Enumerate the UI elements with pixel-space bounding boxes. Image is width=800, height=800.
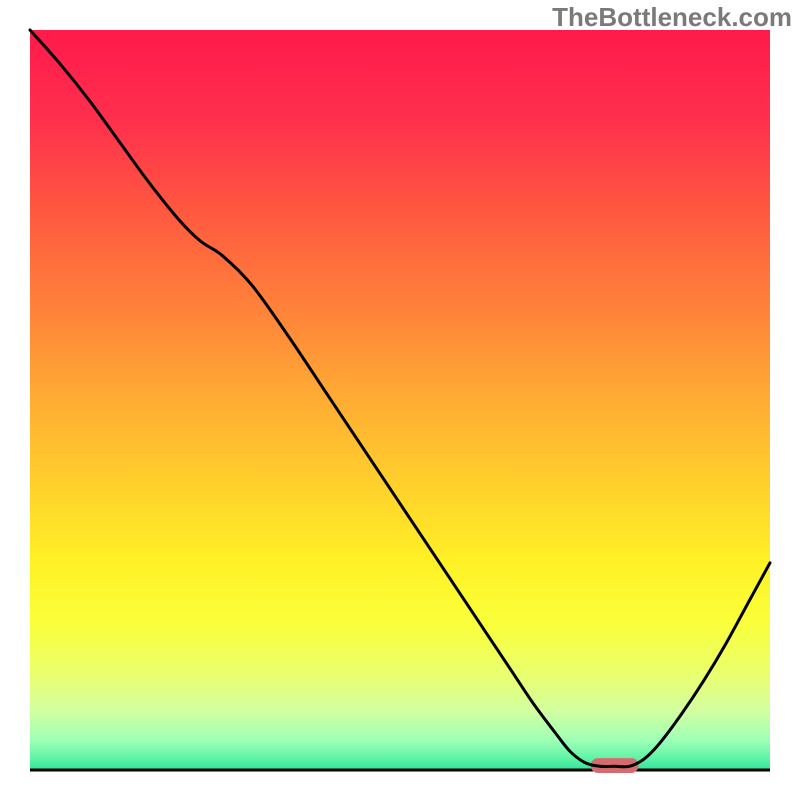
- bottleneck-chart: TheBottleneck.com: [0, 0, 800, 800]
- watermark-text: TheBottleneck.com: [552, 2, 792, 33]
- plot-background: [30, 30, 770, 770]
- gradient-curve-plot: [0, 0, 800, 800]
